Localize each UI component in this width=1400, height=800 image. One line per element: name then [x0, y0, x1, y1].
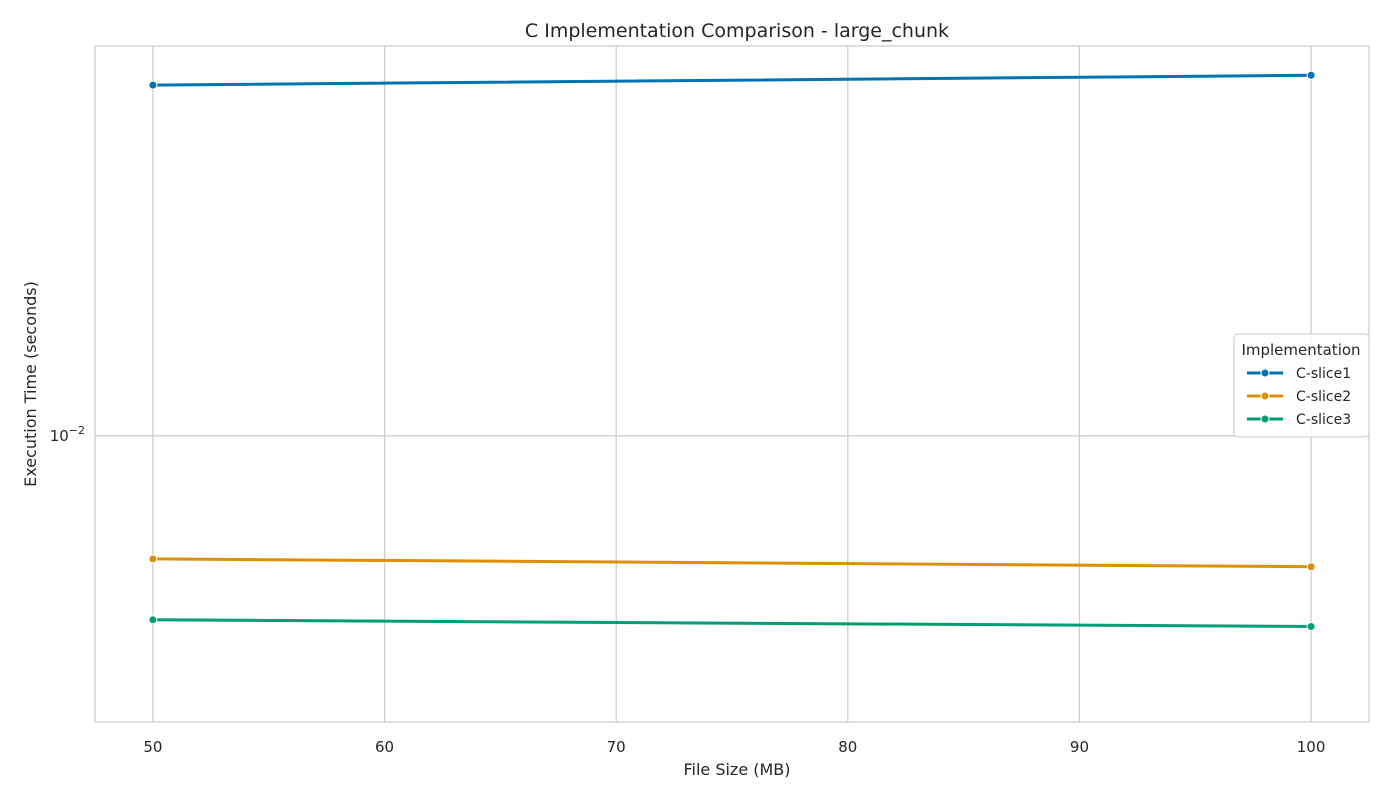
x-tick-label: 70 — [607, 738, 626, 756]
x-tick-labels: 50 60 70 80 90 100 — [143, 738, 1325, 756]
series-line-C-slice1 — [151, 73, 1313, 87]
y-tick-base: 10 — [50, 427, 69, 445]
x-axis-label: File Size (MB) — [683, 760, 790, 779]
legend-label: C-slice2 — [1296, 389, 1351, 405]
legend-label: C-slice3 — [1296, 412, 1351, 428]
legend-marker-C-slice3 — [1260, 414, 1270, 424]
legend-title: Implementation — [1241, 341, 1360, 359]
legend: Implementation C-slice1 C-slice2 C-slice3 — [1233, 333, 1370, 438]
x-tick-label: 60 — [375, 738, 394, 756]
y-tick-labels: 10−2 — [50, 424, 85, 445]
data-point-C-slice2 — [1306, 562, 1316, 572]
legend-items: C-slice1 C-slice2 C-slice3 — [1247, 366, 1351, 428]
x-tick-label: 80 — [838, 738, 857, 756]
x-tick-label: 90 — [1070, 738, 1089, 756]
legend-marker-C-slice2 — [1260, 391, 1270, 401]
data-point-C-slice1 — [1306, 70, 1316, 80]
series-group — [148, 70, 1316, 632]
y-tick-exponent: −2 — [69, 424, 85, 437]
x-tick-label: 50 — [143, 738, 162, 756]
y-tick-label: 10−2 — [50, 424, 85, 445]
chart-title: C Implementation Comparison - large_chun… — [525, 20, 949, 42]
data-point-C-slice3 — [148, 615, 158, 625]
series-line-C-slice2 — [151, 557, 1313, 569]
series-line-C-slice3 — [151, 618, 1313, 628]
y-axis-label: Execution Time (seconds) — [21, 281, 40, 487]
data-point-C-slice3 — [1306, 622, 1316, 632]
data-point-C-slice1 — [148, 80, 158, 90]
legend-label: C-slice1 — [1296, 366, 1351, 382]
legend-box — [1233, 333, 1370, 438]
x-tick-label: 100 — [1297, 738, 1326, 756]
legend-marker-C-slice1 — [1260, 368, 1270, 378]
data-point-C-slice2 — [148, 554, 158, 564]
